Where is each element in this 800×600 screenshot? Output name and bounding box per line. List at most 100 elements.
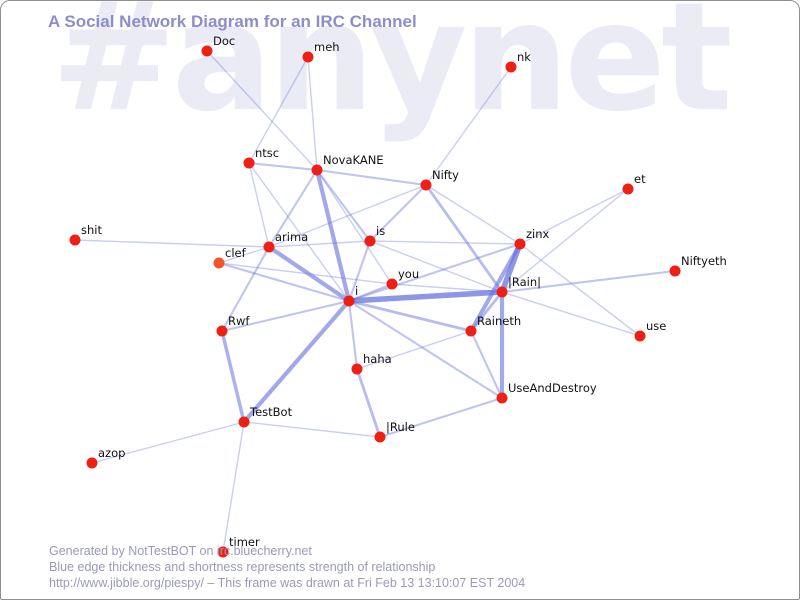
edge-Niftyeth-|Rain| [501, 269, 676, 294]
edge-shit-arima [74, 239, 270, 248]
node-label-azop: azop [98, 446, 125, 460]
edge-is-i [348, 240, 371, 302]
node-TestBot [238, 416, 250, 428]
node-shit [69, 234, 81, 246]
node-Doc [201, 45, 213, 57]
channel-name-watermark: #anynet [51, 0, 733, 145]
edge-meh-NovaKANE [307, 56, 318, 171]
edge-arima-clef [218, 246, 270, 264]
edge-TestBot-|Rule [243, 421, 381, 438]
edge-arima-Rwf [221, 246, 270, 332]
edge-Doc-NovaKANE [206, 50, 318, 171]
node-label-use: use [646, 319, 666, 333]
footer-url-and-timestamp: http://www.jibble.org/piespy/ – This fra… [49, 576, 526, 590]
node-label-Niftyeth: Niftyeth [681, 254, 727, 268]
edge-Nifty-zinx [425, 184, 521, 245]
node-label-arima: arima [275, 230, 308, 244]
node-use [634, 330, 646, 342]
edge-zinx-i [348, 243, 521, 302]
edge-et-|Rain| [501, 188, 629, 293]
node-label-Doc: Doc [213, 34, 235, 48]
node-|Rule [374, 431, 386, 443]
node-haha [351, 363, 363, 375]
node-Nifty [420, 179, 432, 191]
edge-i-UseAndDestroy [348, 300, 503, 399]
edge-meh-ntsc [248, 56, 309, 164]
node-label-|Rule: |Rule [386, 420, 415, 434]
edge-|Rain|-use [501, 291, 641, 337]
node-is [364, 235, 376, 247]
edge-i-haha [347, 300, 359, 370]
edge-nk-Nifty [425, 66, 512, 186]
node-zinx [514, 238, 526, 250]
node-label-is: is [376, 224, 385, 238]
node-label-nk: nk [517, 50, 531, 64]
node-ntsc [243, 157, 255, 169]
node-NovaKANE [311, 164, 323, 176]
edge-is-arima [268, 240, 371, 248]
node-i [343, 295, 355, 307]
node-label-ntsc: ntsc [255, 146, 279, 160]
node-label-zinx: zinx [526, 227, 550, 241]
edge-i-TestBot [242, 299, 351, 424]
node-Rwf [216, 325, 228, 337]
node-label-shit: shit [81, 223, 102, 237]
edge-haha-|Rule [355, 368, 382, 438]
edge-arima-i [267, 245, 351, 303]
node-label-haha: haha [363, 352, 392, 366]
node-label-meh: meh [314, 40, 340, 54]
node-label-clef: clef [225, 246, 247, 260]
edge-is-|Rain| [369, 240, 503, 293]
node-label-timer: timer [229, 535, 260, 549]
edge-NovaKANE-i [314, 169, 352, 302]
footer-generated-by: Generated by NotTestBOT on irc.bluecherr… [49, 544, 312, 558]
edge-Nifty-is [369, 184, 427, 242]
edge-clef-i [218, 261, 350, 303]
footer-legend-note: Blue edge thickness and shortness repres… [49, 560, 436, 574]
diagram-title: A Social Network Diagram for an IRC Chan… [48, 12, 417, 31]
node-label-Nifty: Nifty [432, 168, 459, 182]
node-label-TestBot: TestBot [249, 405, 293, 419]
node-timer [217, 546, 229, 558]
edge-zinx-Raineth [469, 242, 522, 333]
edge-Raineth-haha [356, 330, 472, 370]
edge-is-zinx [369, 240, 521, 245]
edge-clef-you [218, 262, 393, 285]
edge-NovaKANE-you [316, 169, 393, 285]
footer: Generated by NotTestBOT on irc.bluecherr… [49, 543, 525, 591]
node-Raineth [465, 325, 477, 337]
node-label-Rwf: Rwf [228, 314, 250, 328]
node-arima [263, 241, 275, 253]
edge-ntsc-arima [248, 162, 270, 248]
edge-NovaKANE-is [316, 169, 371, 242]
edge-Nifty-|Rain| [424, 184, 504, 293]
edge-i-Rwf [221, 299, 350, 333]
node-label-|Rain|: |Rain| [508, 275, 541, 289]
node-et [622, 183, 634, 195]
node-|Rain| [496, 286, 508, 298]
edge-ntsc-NovaKANE [248, 161, 318, 172]
edge-UseAndDestroy-|Rule [379, 396, 503, 439]
node-label-Raineth: Raineth [477, 314, 521, 328]
edge-et-zinx [519, 188, 629, 245]
edge-i-Raineth [348, 299, 472, 333]
edge-NovaKANE-Nifty [316, 168, 427, 187]
edge-zinx-use [519, 243, 641, 337]
edge-NovaKANE-arima [268, 169, 318, 248]
edge-ntsc-i [248, 162, 350, 302]
node-label-et: et [634, 172, 646, 186]
node-label-UseAndDestroy: UseAndDestroy [508, 381, 597, 395]
node-label-NovaKANE: NovaKANE [323, 153, 384, 167]
edge-|Rain|-i [348, 289, 503, 304]
node-clef [213, 257, 225, 269]
edge-|Rain|-Raineth [469, 291, 504, 332]
node-azop [86, 457, 98, 469]
node-Niftyeth [669, 265, 681, 277]
node-nk [505, 61, 517, 73]
node-UseAndDestroy [496, 392, 508, 404]
edge-Nifty-arima [268, 184, 427, 248]
edge-Rwf-TestBot [220, 330, 246, 423]
edge-Raineth-UseAndDestroy [470, 330, 503, 399]
edge-TestBot-timer [222, 421, 245, 553]
